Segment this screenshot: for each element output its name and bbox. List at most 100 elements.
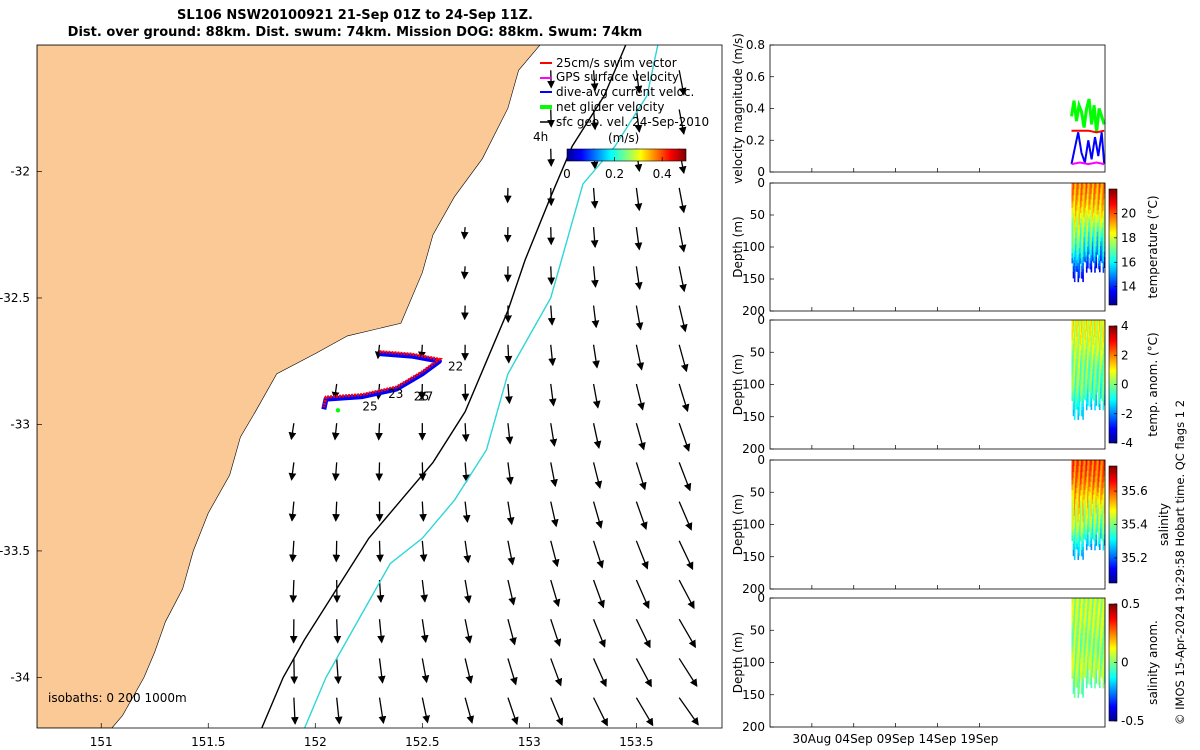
- depth-tick-label: 200: [742, 582, 765, 596]
- current-arrow-127: [507, 697, 519, 726]
- date-tick-label: 14Sep: [919, 732, 957, 746]
- temperature-anomaly-colorbar-tick-label: -2: [1121, 407, 1133, 421]
- current-arrow-54: [375, 423, 383, 441]
- velocity-y-tick-label: 0.6: [746, 70, 765, 84]
- current-arrow-3: [678, 70, 687, 96]
- map-x-tick-label: 152: [304, 735, 327, 749]
- map-colorbar-ticks: 0 0.2 0.4: [563, 157, 672, 181]
- depth-tick-label: 100: [742, 518, 765, 532]
- current-arrow-106: [464, 619, 473, 644]
- current-arrow-70: [635, 462, 647, 491]
- temperature-anomaly-panel: 0 50 100 150 200 -4 -2 0 2 4 temp. anom. (°C) Depth…: [731, 313, 1160, 456]
- current-arrow-103: [333, 619, 342, 644]
- depth-tick-label: 50: [750, 345, 765, 359]
- current-arrow-82: [289, 540, 297, 563]
- map-x-tick-label: 151: [90, 735, 113, 749]
- current-arrow-122: [290, 697, 299, 725]
- current-vector-field: [288, 70, 699, 727]
- current-arrow-110: [635, 618, 651, 649]
- current-arrow-67: [506, 462, 514, 485]
- current-arrow-58: [549, 423, 558, 447]
- salinity-colorbar-tick-label: 35.4: [1121, 518, 1148, 532]
- current-arrow-17: [460, 227, 469, 240]
- map-x-ticks: 151 151.5 152 152.5 153 153.5: [90, 723, 654, 749]
- salinity-anomaly-colorbar-label: salinity anom.: [1146, 620, 1160, 705]
- map-y-tick-label: -33.5: [0, 544, 30, 558]
- current-arrow-38: [504, 344, 513, 364]
- current-arrow-115: [421, 658, 430, 684]
- salinity-y-label: Depth (m): [731, 494, 745, 555]
- current-arrow-73: [332, 501, 340, 522]
- temperature-colorbar-tick-label: 18: [1121, 231, 1136, 245]
- temperature-anomaly-y-label: Depth (m): [731, 354, 745, 415]
- chart-title-line2: Dist. over ground: 88km. Dist. swum: 74k…: [67, 25, 643, 40]
- temperature-anomaly-colorbar-tick-label: 2: [1121, 348, 1129, 362]
- salinity-colorbar-label: salinity: [1157, 503, 1171, 546]
- dive-avg-track: [321, 351, 442, 410]
- depth-tick-label: 150: [742, 272, 765, 286]
- current-arrow-92: [289, 579, 298, 604]
- current-arrow-14: [590, 187, 599, 209]
- current-arrow-33: [635, 305, 644, 331]
- current-arrow-98: [550, 579, 561, 608]
- swim-vector-track: [322, 350, 444, 408]
- legend-gps-velocity: GPS surface velocity: [540, 70, 679, 84]
- velocity-series-3: [1071, 161, 1105, 166]
- glider-track: [321, 350, 444, 413]
- current-arrow-2: [634, 70, 643, 94]
- current-arrow-39: [548, 344, 557, 367]
- heatmap-cell: [1071, 183, 1074, 189]
- current-arrow-97: [507, 579, 516, 606]
- current-arrow-32: [591, 305, 600, 329]
- current-arrow-91: [678, 540, 694, 571]
- legend-label-gps-velocity: GPS surface velocity: [556, 70, 679, 84]
- current-arrow-56: [461, 423, 470, 443]
- current-arrow-114: [377, 658, 386, 684]
- map-legend: 25cm/s swim vector GPS surface velocity …: [533, 56, 709, 181]
- temperature-colorbar-tick-label: 14: [1121, 280, 1136, 294]
- current-arrow-21: [634, 227, 643, 251]
- current-arrow-34: [678, 305, 688, 333]
- depth-tick-label: 0: [757, 176, 765, 190]
- day-label-27: 27: [418, 390, 433, 404]
- salinity-anomaly-colorbar-tick-label: -0.5: [1121, 714, 1144, 728]
- day-label-25: 25: [362, 400, 377, 414]
- current-arrow-71: [678, 462, 692, 492]
- current-arrow-126: [464, 697, 475, 724]
- current-arrow-52: [288, 423, 297, 441]
- depth-tick-label: 200: [742, 442, 765, 456]
- legend-dive-avg: dive-avg current veloc.: [540, 85, 694, 99]
- isobath-1000m: [303, 45, 659, 728]
- current-arrow-27: [634, 266, 643, 291]
- current-arrow-22: [678, 227, 687, 253]
- current-arrow-62: [288, 462, 297, 481]
- map-y-tick-label: -32.5: [0, 291, 30, 305]
- current-arrow-77: [506, 501, 515, 526]
- current-arrow-120: [635, 658, 652, 688]
- current-arrow-119: [592, 658, 607, 688]
- legend-geostrophic: sfc geo. vel. 24-Sep-2010: [540, 115, 709, 129]
- depth-tick-label: 200: [742, 720, 765, 734]
- current-arrow-63: [331, 462, 340, 482]
- current-arrow-116: [464, 658, 474, 684]
- current-arrow-95: [420, 579, 428, 603]
- legend-label-geostrophic: sfc geo. vel. 24-Sep-2010: [556, 115, 709, 129]
- depth-tick-label: 100: [742, 378, 765, 392]
- current-arrow-40: [592, 344, 600, 369]
- date-tick-label: 09Sep: [877, 732, 915, 746]
- current-arrow-125: [421, 697, 430, 724]
- current-arrow-94: [376, 579, 385, 603]
- date-tick-label: 30Aug: [793, 732, 832, 746]
- current-arrow-85: [419, 540, 428, 563]
- current-arrow-131: [678, 697, 699, 726]
- current-arrow-111: [678, 618, 696, 649]
- depth-tick-label: 0: [757, 313, 765, 327]
- current-arrow-90: [635, 540, 649, 570]
- current-arrow-51: [678, 383, 690, 413]
- current-arrow-81: [678, 501, 693, 531]
- depth-tick-label: 100: [742, 656, 765, 670]
- current-arrow-42: [678, 344, 689, 373]
- current-arrow-57: [505, 423, 514, 445]
- salinity-anomaly-panel: 0 50 100 150 200 -0.5 0 0.5 salinity anom. Depth …: [731, 591, 1160, 746]
